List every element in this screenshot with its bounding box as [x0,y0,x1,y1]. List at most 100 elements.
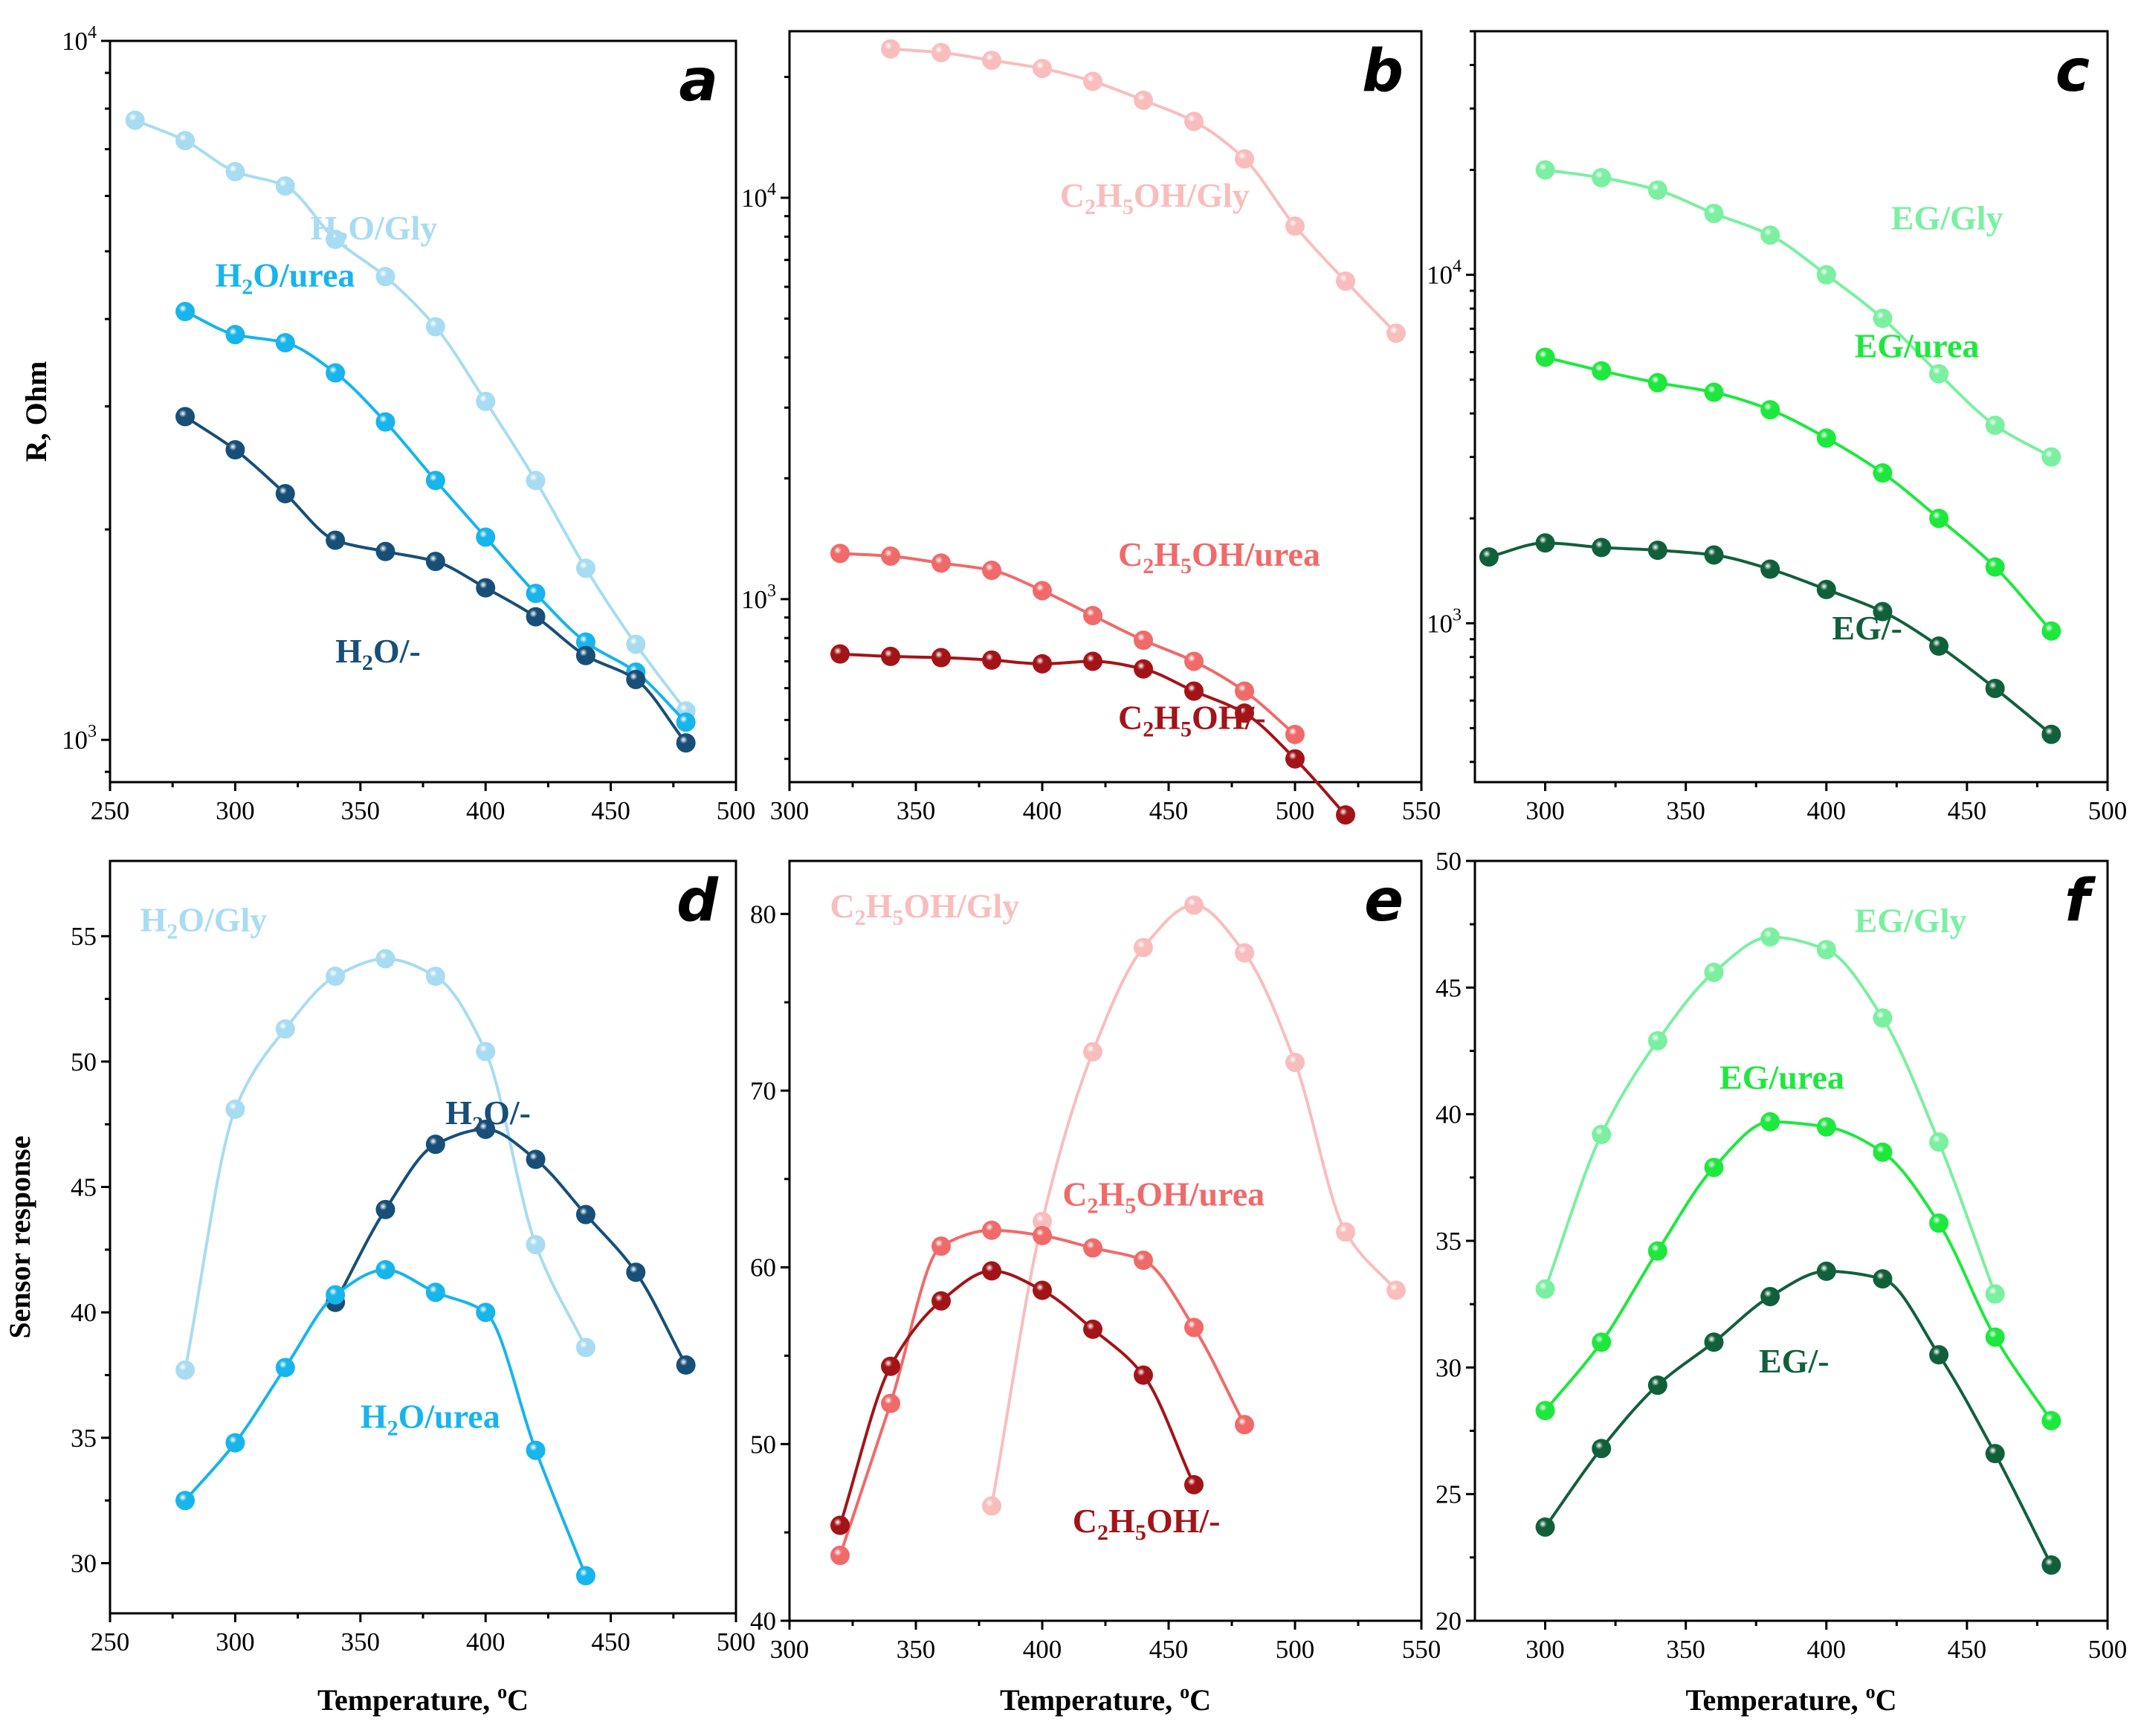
y-tick-label: 104 [741,180,776,213]
data-point [830,1515,850,1535]
data-point [2041,1555,2061,1575]
data-point [1647,541,1667,561]
x-tick-label: 300 [1525,1635,1565,1664]
series-label: EG/- [1832,609,1902,647]
data-point [1647,1241,1667,1261]
data-point [425,1282,445,1303]
x-tick-label: 400 [466,796,506,825]
data-point [1704,382,1724,402]
data-point [175,1360,196,1380]
data-point [1033,581,1052,601]
data-point [1816,579,1836,599]
data-point [1134,938,1153,958]
data-point [526,607,546,627]
data-point [1873,1269,1893,1289]
y-tick-label: 40 [1436,1100,1462,1129]
data-point [1184,895,1204,915]
y-tick-label: 30 [71,1549,97,1578]
data-point [1873,601,1893,622]
data-point [225,161,245,181]
x-tick-label: 400 [1807,796,1847,825]
data-point [575,1204,595,1224]
data-point [1033,1280,1052,1300]
y-tick-label: 45 [1436,973,1462,1002]
series-label: H2O/urea [215,256,355,300]
data-point [575,1566,595,1586]
data-point [1592,361,1612,381]
series-label: C2H5OH/Gly [1060,176,1250,219]
data-point [275,1019,295,1039]
data-point [1985,1284,2005,1304]
series-label: EG/Gly [1855,901,1967,939]
data-point [1816,940,1836,960]
series-line [334,1127,688,1366]
data-point [1760,1286,1780,1306]
x-tick-label: 350 [1666,796,1705,825]
data-point [1336,805,1355,825]
data-point [1535,533,1555,553]
y-tick-label: 50 [71,1048,97,1077]
data-point [1929,509,1949,529]
data-point [225,1099,245,1119]
data-point [1033,1211,1052,1231]
data-point [1985,557,2005,577]
data-point [1235,149,1254,169]
series-label: C2H5OH/- [1118,698,1266,741]
y-tick-label: 103 [741,581,776,614]
data-point [1873,463,1893,483]
data-point [326,967,346,987]
data-point [225,325,245,345]
data-point [1336,1222,1355,1242]
panel-b-frame [788,30,1423,784]
data-point [676,733,696,753]
data-point [326,530,346,550]
data-point [676,712,696,732]
data-point [1816,1261,1836,1281]
data-point [225,440,245,460]
y-tick-label: 60 [750,1253,776,1282]
data-point [1704,204,1724,224]
data-point [1134,1251,1153,1271]
data-point [1592,538,1612,558]
data-point [982,650,1001,670]
series-label: H2O/Gly [310,209,437,252]
x-tick-label: 550 [1402,796,1441,825]
data-point [526,584,546,604]
data-point [2041,1410,2061,1430]
x-tick-label: 350 [897,796,936,825]
data-point [931,1236,951,1256]
data-point [1083,605,1102,625]
series-label: H2O/- [335,632,421,675]
data-point [275,332,295,352]
x-tick-label: 400 [1023,1635,1062,1664]
y-tick-label: 40 [750,1607,776,1636]
panel-f-frame [1473,859,2109,1622]
data-point [881,1356,900,1376]
data-point [1760,1111,1780,1132]
data-point [1592,1439,1612,1459]
x-tick-label: 450 [1149,1635,1189,1664]
panel-d: 250 300 350 400 450 500 30 35 40 45 50 55 Temperatur… [3,859,755,1717]
data-point [1929,636,1949,656]
data-point [326,1285,346,1305]
y-tick-label: 55 [71,922,97,951]
x-tick-label: 400 [1023,796,1062,825]
data-point [326,363,346,383]
data-point [1184,1317,1204,1338]
series-label: EG/urea [1719,1059,1844,1097]
x-tick-label: 250 [91,796,130,825]
panel-letter: d [676,868,719,935]
panel-letter: e [1364,868,1404,935]
series-line [1545,355,2053,633]
y-axis-title: Sensor response [3,1135,36,1338]
data-point [1929,1132,1949,1152]
panel-f: 300 350 400 450 500 20 25 30 35 40 45 50 Temperature… [1436,847,2127,1717]
y-tick-label: 45 [71,1173,97,1202]
data-point [1285,724,1305,744]
x-tick-label: 350 [1666,1635,1705,1664]
data-point [1083,651,1102,671]
data-point [275,1358,295,1378]
data-point [2041,447,2061,467]
data-point [425,552,445,572]
